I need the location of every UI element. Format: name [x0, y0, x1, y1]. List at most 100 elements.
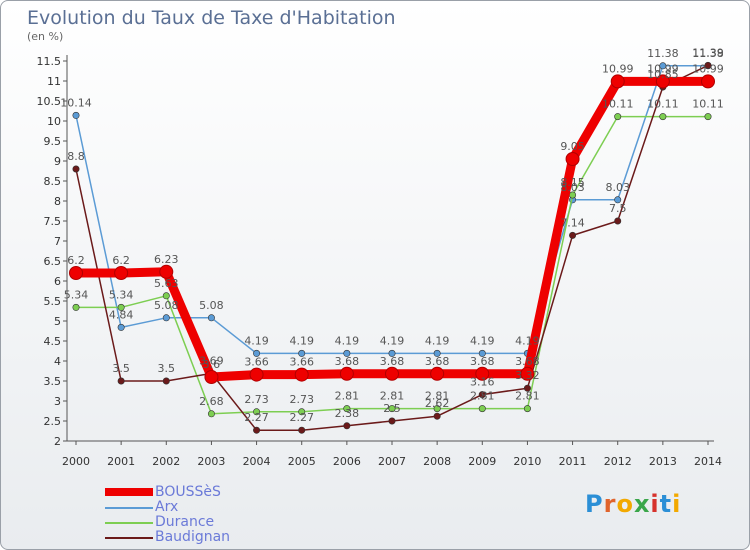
data-label: 2.73 [289, 393, 314, 406]
data-label: 11.38 [692, 47, 724, 60]
data-point [704, 113, 712, 121]
y-tick-label: 8.5 [44, 175, 62, 188]
data-point [253, 408, 261, 416]
data-label: 10.14 [60, 96, 92, 109]
data-point [475, 366, 490, 381]
data-label: 3.68 [335, 355, 360, 368]
data-point [569, 231, 577, 239]
legend-item-durance: Durance [105, 515, 230, 530]
data-label: 3.68 [380, 355, 405, 368]
x-tick-label: 2004 [243, 455, 271, 468]
data-label: 4.84 [109, 308, 134, 321]
data-point [207, 314, 215, 322]
data-point [117, 323, 125, 331]
data-label: 2.81 [515, 390, 540, 403]
data-point [204, 370, 219, 384]
x-tick-label: 2007 [378, 455, 406, 468]
x-tick-label: 2011 [559, 455, 587, 468]
data-label: 10.11 [692, 98, 724, 111]
data-label: 8.15 [560, 176, 585, 189]
data-point [159, 264, 174, 279]
data-point [610, 74, 625, 89]
data-label: 3.68 [470, 355, 495, 368]
legend-item-baudignan: Baudignan [105, 530, 230, 545]
data-point [339, 366, 354, 381]
data-point [294, 367, 309, 382]
data-point [388, 349, 396, 357]
data-point [388, 405, 396, 413]
x-tick-label: 2013 [649, 455, 677, 468]
y-tick-label: 2.5 [44, 415, 62, 428]
y-tick-label: 4 [54, 355, 61, 368]
data-label: 2.73 [244, 393, 269, 406]
x-tick-label: 2009 [468, 455, 496, 468]
data-label: 11.38 [647, 47, 679, 60]
legend-item-arx: Arx [105, 500, 230, 515]
data-label: 3.32 [515, 369, 540, 382]
x-tick-label: 2005 [288, 455, 316, 468]
data-label: 4.19 [425, 334, 450, 347]
data-point [162, 377, 170, 385]
y-tick-label: 7.5 [44, 215, 62, 228]
data-label: 3.68 [425, 355, 450, 368]
y-tick-label: 10.5 [37, 95, 62, 108]
data-point [72, 111, 80, 119]
data-label: 4.19 [470, 334, 495, 347]
y-tick-label: 7 [54, 235, 61, 248]
data-label: 7.14 [560, 216, 585, 229]
data-point [478, 349, 486, 357]
data-label: 4.19 [515, 334, 540, 347]
data-label: 6.2 [112, 254, 130, 267]
y-tick-label: 6 [54, 275, 61, 288]
y-tick-label: 6.5 [44, 255, 62, 268]
data-point [565, 152, 580, 166]
legend-swatch-durance [105, 522, 153, 524]
data-label: 3.5 [158, 362, 176, 375]
x-tick-label: 2006 [333, 455, 361, 468]
data-point [704, 61, 712, 69]
y-tick-label: 11.5 [37, 55, 62, 68]
legend-item-boussès: BOUSSèS [105, 485, 230, 500]
data-label: 3.16 [470, 376, 495, 389]
data-point [701, 74, 715, 89]
data-point [298, 349, 306, 357]
data-point [114, 266, 129, 280]
y-tick-label: 9.5 [44, 135, 62, 148]
data-point [385, 366, 399, 381]
y-tick-label: 11 [47, 75, 61, 88]
x-tick-label: 2002 [152, 455, 180, 468]
data-point [249, 367, 264, 382]
x-tick-label: 2014 [694, 455, 722, 468]
y-tick-label: 5 [54, 315, 61, 328]
data-label: 3.69 [199, 354, 224, 367]
y-tick-label: 10 [47, 115, 61, 128]
data-point [298, 408, 306, 416]
data-point [478, 405, 486, 413]
y-tick-label: 3 [54, 395, 61, 408]
unit-label: (en %) [27, 30, 64, 43]
legend-swatch-arx [105, 507, 153, 509]
data-point [614, 196, 622, 204]
data-label: 4.19 [289, 334, 314, 347]
data-point [614, 217, 622, 225]
x-tick-label: 2001 [107, 455, 135, 468]
x-tick-label: 2003 [197, 455, 225, 468]
data-point [253, 426, 261, 434]
x-tick-label: 2012 [604, 455, 632, 468]
data-point [343, 405, 351, 413]
data-label: 10.85 [647, 68, 679, 81]
y-tick-label: 2 [54, 435, 61, 448]
data-point [433, 412, 441, 420]
data-label: 10.99 [602, 62, 634, 75]
y-tick-label: 5.5 [44, 295, 62, 308]
legend-swatch-boussès [105, 488, 153, 496]
data-point [117, 303, 125, 311]
data-label: 2.5 [383, 402, 401, 415]
data-label: 6.2 [67, 254, 85, 267]
data-point [520, 366, 535, 381]
data-point [162, 292, 170, 300]
data-point [614, 113, 622, 121]
data-label: 5.08 [154, 299, 179, 312]
